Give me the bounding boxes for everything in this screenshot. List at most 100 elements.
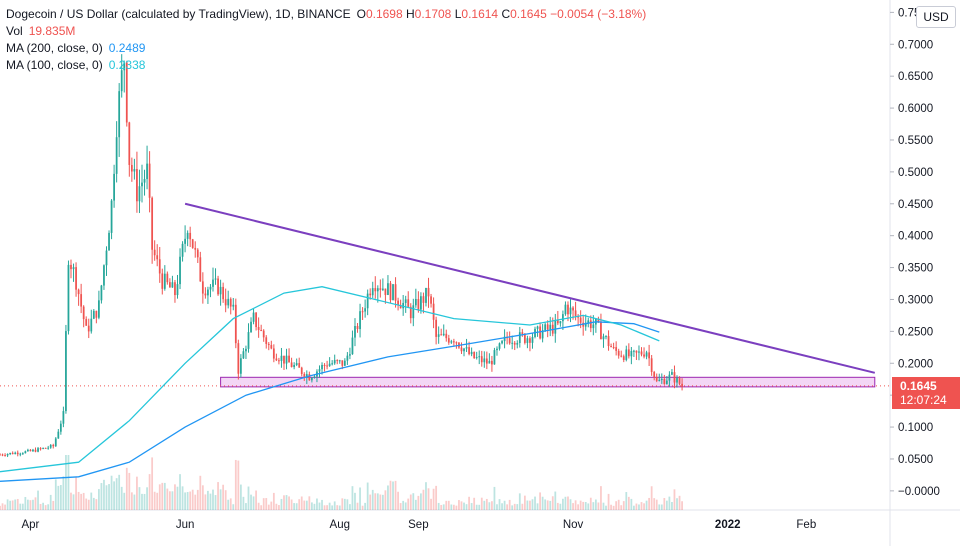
candle-body	[625, 349, 628, 360]
candle-body	[668, 374, 671, 381]
candle-body	[1, 454, 4, 456]
candle-body	[676, 377, 678, 383]
candle-body	[115, 137, 118, 174]
candle-body	[92, 310, 95, 319]
candle-body	[399, 305, 402, 309]
candle-body	[508, 338, 511, 344]
candle-body	[42, 447, 44, 449]
candle-body	[503, 336, 506, 342]
volume-bar	[295, 503, 298, 510]
candle-body	[37, 448, 39, 452]
volume-bar	[541, 496, 544, 510]
volume-label: Vol	[6, 24, 23, 38]
candle-body	[44, 447, 47, 449]
volume-bar	[343, 498, 346, 510]
candle-body	[95, 310, 98, 318]
volume-bar	[224, 490, 227, 510]
candle-body	[209, 286, 212, 290]
bar-countdown: 12:07:24	[900, 392, 947, 407]
candle-body	[247, 332, 250, 349]
candle-body	[437, 334, 440, 337]
ma200-label: MA (200, close, 0)	[6, 41, 103, 55]
candle-body	[6, 453, 9, 456]
volume-bar	[239, 484, 242, 510]
volume-bar	[394, 480, 397, 510]
candle-body	[9, 452, 12, 454]
candle-body	[75, 267, 77, 290]
volume-bar	[333, 501, 336, 510]
volume-bar	[151, 457, 154, 510]
volume-bar	[536, 503, 539, 510]
candle-body	[432, 303, 435, 320]
high-value: 0.1708	[414, 7, 452, 21]
candle-body	[32, 449, 34, 452]
ma100-value: 0.2338	[108, 58, 146, 72]
volume-bar	[668, 496, 671, 510]
volume-bar	[11, 500, 14, 510]
volume-bar	[49, 494, 52, 510]
volume-bar	[120, 486, 123, 510]
candle-body	[422, 296, 425, 303]
candle-body	[232, 304, 235, 307]
candle-body	[516, 342, 519, 345]
volume-bar	[123, 492, 126, 510]
volume-bar	[665, 500, 668, 510]
volume-bar	[460, 501, 463, 510]
candle-body	[267, 343, 270, 346]
volume-bar	[364, 502, 367, 510]
candle-body	[57, 431, 60, 439]
ma200-line	[0, 321, 660, 482]
y-tick-label: 0.6500	[898, 71, 933, 83]
candle-body	[584, 322, 587, 327]
candle-body	[72, 267, 75, 270]
candle-body	[455, 342, 458, 344]
volume-bar	[252, 496, 255, 510]
volume-bar	[592, 502, 595, 510]
candle-body	[541, 330, 544, 339]
candle-body	[174, 282, 176, 296]
volume-bar	[0, 505, 1, 510]
volume-bar	[217, 482, 219, 510]
volume-bar	[110, 475, 113, 510]
candle-body	[62, 411, 65, 424]
volume-bar	[645, 500, 648, 510]
candle-body	[14, 452, 17, 455]
volume-bar	[503, 500, 506, 510]
volume-bar	[19, 503, 22, 510]
candle-body	[470, 351, 473, 355]
candle-body	[300, 367, 303, 374]
candle-body	[579, 317, 582, 323]
volume-bar	[300, 496, 303, 510]
candle-body	[82, 306, 85, 320]
volume-bar	[270, 501, 273, 510]
candle-body	[260, 329, 263, 331]
currency-button[interactable]: USD	[916, 6, 956, 28]
volume-bar	[351, 486, 354, 510]
volume-bar	[237, 460, 240, 510]
volume-bar	[232, 504, 235, 510]
y-tick-label: 0.1000	[898, 422, 933, 434]
candle-body	[523, 334, 526, 343]
volume-bar	[612, 505, 615, 510]
volume-bar	[141, 493, 143, 510]
candle-body	[59, 423, 62, 432]
volume-bar	[559, 503, 562, 510]
candle-body	[128, 122, 131, 165]
volume-bar	[105, 485, 108, 510]
candle-body	[536, 326, 539, 329]
volume-bar	[85, 498, 88, 510]
candle-body	[650, 358, 653, 372]
volume-bar	[341, 498, 344, 510]
candle-body	[554, 320, 557, 334]
volume-bar	[130, 492, 133, 510]
candle-body	[21, 453, 24, 455]
volume-bar	[27, 499, 29, 510]
candle-body	[387, 283, 389, 295]
volume-bar	[594, 499, 597, 510]
volume-bar	[579, 500, 582, 510]
volume-bar	[491, 501, 493, 510]
candle-body	[366, 293, 369, 309]
volume-bar	[214, 495, 217, 510]
volume-bar	[67, 455, 70, 510]
